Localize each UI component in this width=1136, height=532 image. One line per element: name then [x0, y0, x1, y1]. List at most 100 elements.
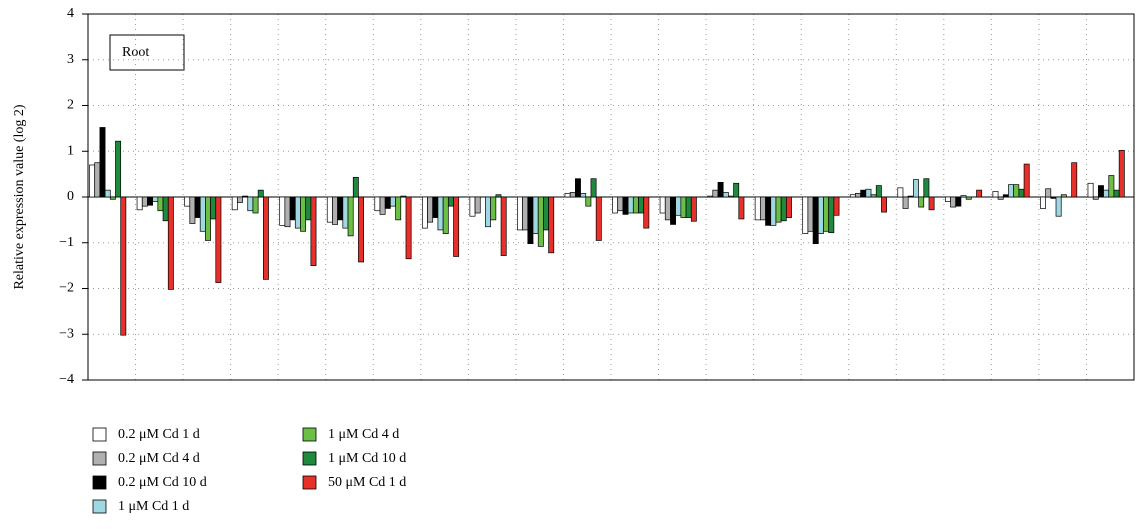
bar [326, 196, 333, 223]
bar [690, 196, 697, 222]
legend-swatch [92, 499, 107, 514]
bar [897, 187, 904, 198]
bar [400, 195, 407, 198]
bar [347, 196, 354, 237]
bar [1098, 185, 1104, 198]
bar [1108, 175, 1115, 198]
bar [279, 196, 286, 226]
bar [913, 179, 919, 198]
legend-swatch [302, 427, 317, 442]
y-tick-label: 4 [67, 6, 74, 21]
legend-swatch [302, 451, 317, 466]
bar [167, 196, 174, 290]
bar [828, 196, 835, 234]
bar [1071, 162, 1078, 198]
bar [1050, 196, 1057, 199]
bar [870, 194, 877, 198]
y-tick-label: −1 [59, 235, 74, 250]
bar [902, 196, 909, 209]
bar [612, 196, 619, 214]
bar [522, 196, 529, 231]
y-tick-label: −3 [59, 326, 74, 341]
bar [759, 196, 766, 221]
bar [965, 196, 972, 200]
bar [823, 196, 830, 232]
y-tick-label: 3 [67, 52, 74, 67]
bar [194, 196, 201, 218]
bar [765, 196, 772, 226]
bar [94, 162, 101, 198]
bar [1113, 189, 1120, 198]
bar [332, 196, 338, 225]
bar [622, 196, 629, 215]
bar [284, 196, 291, 228]
bar [865, 188, 872, 198]
bar [120, 196, 127, 336]
bar [236, 196, 243, 203]
bar [310, 196, 317, 266]
bar [1002, 194, 1009, 198]
bar [231, 196, 238, 211]
bar [780, 196, 787, 222]
bar [352, 176, 359, 198]
bar [141, 196, 148, 207]
bar [627, 196, 634, 214]
bar [907, 195, 914, 198]
bar [485, 196, 492, 228]
bar [390, 196, 396, 207]
bar [262, 196, 269, 280]
bar [532, 196, 539, 234]
bar [495, 194, 502, 198]
bar [955, 196, 962, 207]
bar [595, 196, 602, 241]
bar [1045, 188, 1052, 198]
legend-label: 0.2 μM Cd 10 d [118, 475, 207, 490]
legend-swatch [302, 475, 317, 490]
bar [300, 196, 307, 232]
bar [358, 196, 364, 263]
bar [490, 196, 497, 221]
legend-label: 50 μM Cd 1 d [328, 475, 406, 490]
bar [617, 196, 624, 212]
y-tick-label: 2 [67, 98, 74, 113]
bar [189, 196, 196, 224]
legend-label: 1 μM Cd 1 d [118, 499, 189, 514]
y-tick-label: 0 [67, 189, 74, 204]
bar [342, 196, 349, 229]
y-axis-label: Relative expression value (log 2) [12, 104, 27, 289]
bar [733, 182, 740, 198]
bar [157, 196, 164, 212]
bar [1060, 194, 1067, 198]
bar [802, 196, 809, 234]
bar [860, 189, 867, 198]
bar [395, 196, 402, 221]
bar [337, 196, 344, 221]
bar [785, 196, 792, 218]
bar [997, 196, 1004, 200]
bar [807, 196, 814, 232]
bar [923, 178, 930, 198]
bar [442, 196, 449, 234]
annotation: Root [122, 45, 149, 60]
annotation-box [109, 34, 185, 71]
bar [728, 195, 734, 198]
bar [215, 196, 222, 283]
bar [147, 196, 153, 206]
bar [664, 196, 671, 221]
bar [136, 196, 143, 211]
bar [833, 196, 840, 216]
bar [675, 196, 682, 216]
bar [643, 196, 650, 229]
bar [944, 196, 951, 202]
bar [685, 196, 692, 218]
bar [738, 196, 745, 220]
bar [875, 185, 882, 198]
bar [707, 195, 714, 198]
bar [537, 196, 544, 247]
bar [294, 196, 301, 229]
bar [569, 192, 576, 198]
bar [1040, 196, 1046, 209]
bar [162, 196, 169, 222]
bar [527, 196, 534, 245]
